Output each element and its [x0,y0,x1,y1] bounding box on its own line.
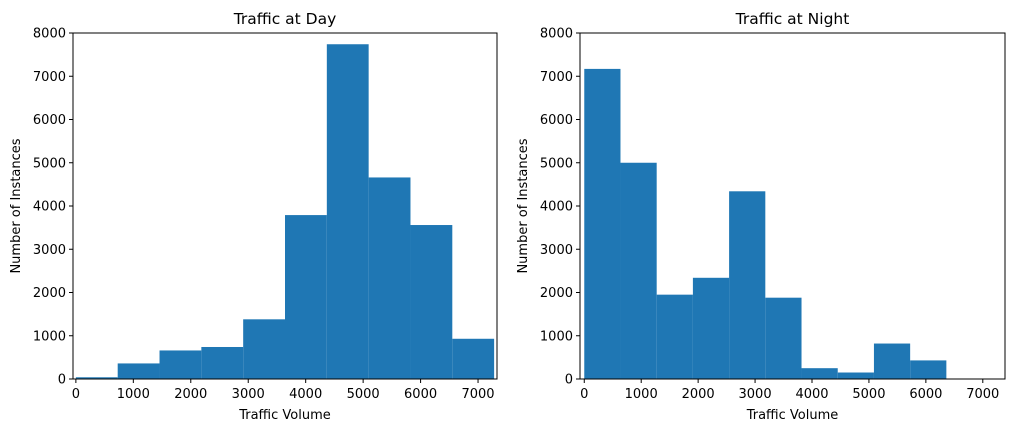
chart-traffic-at-day: Traffic at Day 0 1000 2000 3000 4000 5000 6000… [9,10,498,423]
histogram-bar [620,162,657,379]
chart-title: Traffic at Day [233,10,337,28]
histogram-bars [584,68,947,380]
x-tick-label: 2000 [174,387,207,402]
y-tick-label: 8000 [540,27,573,42]
histogram-bar [326,44,369,380]
y-tick-label: 7000 [33,70,66,85]
y-tick-label: 2000 [540,286,573,301]
chart-title: Traffic at Night [735,10,850,28]
y-tick-label: 4000 [540,200,573,215]
histogram-bar [910,360,947,379]
x-axis-ticks: 0 1000 2000 3000 4000 5000 6000 7000 [72,379,495,402]
histogram-bar [285,215,327,379]
y-axis-label: Number of Instances [516,138,531,273]
y-tick-label: 8000 [33,27,66,42]
x-tick-label: 0 [72,387,80,402]
histogram-bar [410,225,453,379]
y-tick-label: 1000 [540,329,573,344]
y-tick-label: 0 [58,373,66,388]
histogram-bar [837,372,874,379]
y-tick-label: 3000 [540,243,573,258]
histogram-bar [584,68,621,380]
y-tick-label: 5000 [540,156,573,171]
x-axis-label: Traffic Volume [746,408,839,423]
x-tick-label: 4000 [795,387,828,402]
x-tick-label: 5000 [852,387,885,402]
y-tick-label: 7000 [540,70,573,85]
histogram-bar [368,177,411,379]
histogram-bar [452,338,495,379]
x-tick-label: 7000 [966,387,999,402]
histogram-bar [243,319,285,379]
y-tick-label: 5000 [33,156,66,171]
histogram-bar [117,363,160,379]
x-tick-label: 6000 [909,387,942,402]
y-tick-label: 4000 [33,200,66,215]
histogram-bar [692,277,730,379]
histogram-bar [75,377,118,379]
y-axis-ticks: 0 1000 2000 3000 4000 5000 6000 7000 8000 [33,27,73,388]
y-tick-label: 2000 [33,286,66,301]
x-tick-label: 6000 [404,387,437,402]
y-tick-label: 1000 [33,329,66,344]
histogram-bar [159,350,202,379]
x-tick-label: 3000 [232,387,265,402]
y-tick-label: 6000 [33,113,66,128]
histogram-bar [873,343,911,379]
histogram-bars [75,44,495,380]
x-tick-label: 1000 [625,387,658,402]
y-tick-label: 6000 [540,113,573,128]
x-tick-label: 4000 [289,387,322,402]
y-tick-label: 3000 [33,243,66,258]
histogram-bar [656,294,693,379]
x-tick-label: 5000 [347,387,380,402]
x-tick-label: 0 [580,387,588,402]
histogram-bar [801,368,838,379]
histogram-bar [765,297,802,379]
x-tick-label: 7000 [461,387,494,402]
chart-traffic-at-night: Traffic at Night 0 1000 2000 3000 4000 5000 60… [516,10,1006,423]
histogram-bar [201,346,244,379]
histogram-bar [729,191,766,379]
x-axis-label: Traffic Volume [238,408,331,423]
y-axis-ticks: 0 1000 2000 3000 4000 5000 6000 7000 8000 [540,27,580,388]
x-tick-label: 3000 [739,387,772,402]
x-axis-ticks: 0 1000 2000 3000 4000 5000 6000 7000 [580,379,999,402]
y-axis-label: Number of Instances [9,138,24,273]
x-tick-label: 2000 [682,387,715,402]
y-tick-label: 0 [565,373,573,388]
x-tick-label: 1000 [117,387,150,402]
